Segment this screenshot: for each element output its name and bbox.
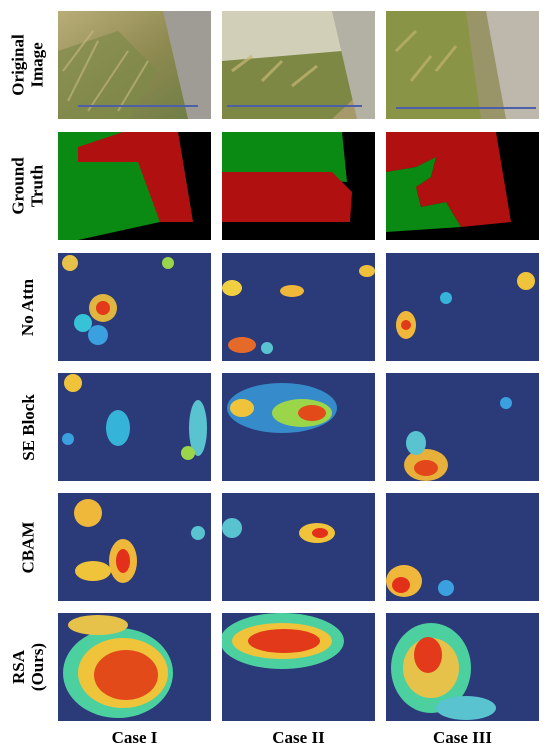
original-image-case-1	[58, 11, 211, 119]
heatmap-rsa-ours-case-1	[58, 613, 211, 721]
heatmap-se-block-case-1	[58, 373, 211, 481]
ground-truth-case-3	[386, 132, 539, 240]
row-label-se-block: SE Block	[18, 393, 38, 461]
row-label-no-attn: No Attn	[18, 278, 38, 336]
heatmap-rsa-ours-case-2	[222, 613, 375, 721]
heatmap-se-block-case-3	[386, 373, 539, 481]
heatmap-rsa-ours-case-3	[386, 613, 539, 721]
heatmap-cbam-case-1	[58, 493, 211, 601]
row-label-original-image: Original Image	[9, 34, 47, 96]
heatmap-no-attn-case-1	[58, 253, 211, 361]
heatmap-cbam-case-3	[386, 493, 539, 601]
row-label-rsa-ours: RSA (Ours)	[8, 642, 47, 692]
heatmap-no-attn-case-3	[386, 253, 539, 361]
heatmap-se-block-case-2	[222, 373, 375, 481]
heatmap-cbam-case-2	[222, 493, 375, 601]
row-label-ground-truth: Ground Truth	[9, 157, 48, 215]
ground-truth-case-1	[58, 132, 211, 240]
original-image-case-3	[386, 11, 539, 119]
original-image-case-2	[222, 11, 375, 119]
heatmap-no-attn-case-2	[222, 253, 375, 361]
column-label-case-2: Case II	[272, 728, 325, 747]
column-label-case-3: Case III	[432, 728, 493, 747]
row-label-cbam: CBAM	[18, 521, 38, 573]
ground-truth-case-2	[222, 132, 375, 240]
column-label-case-1: Case I	[111, 728, 158, 747]
